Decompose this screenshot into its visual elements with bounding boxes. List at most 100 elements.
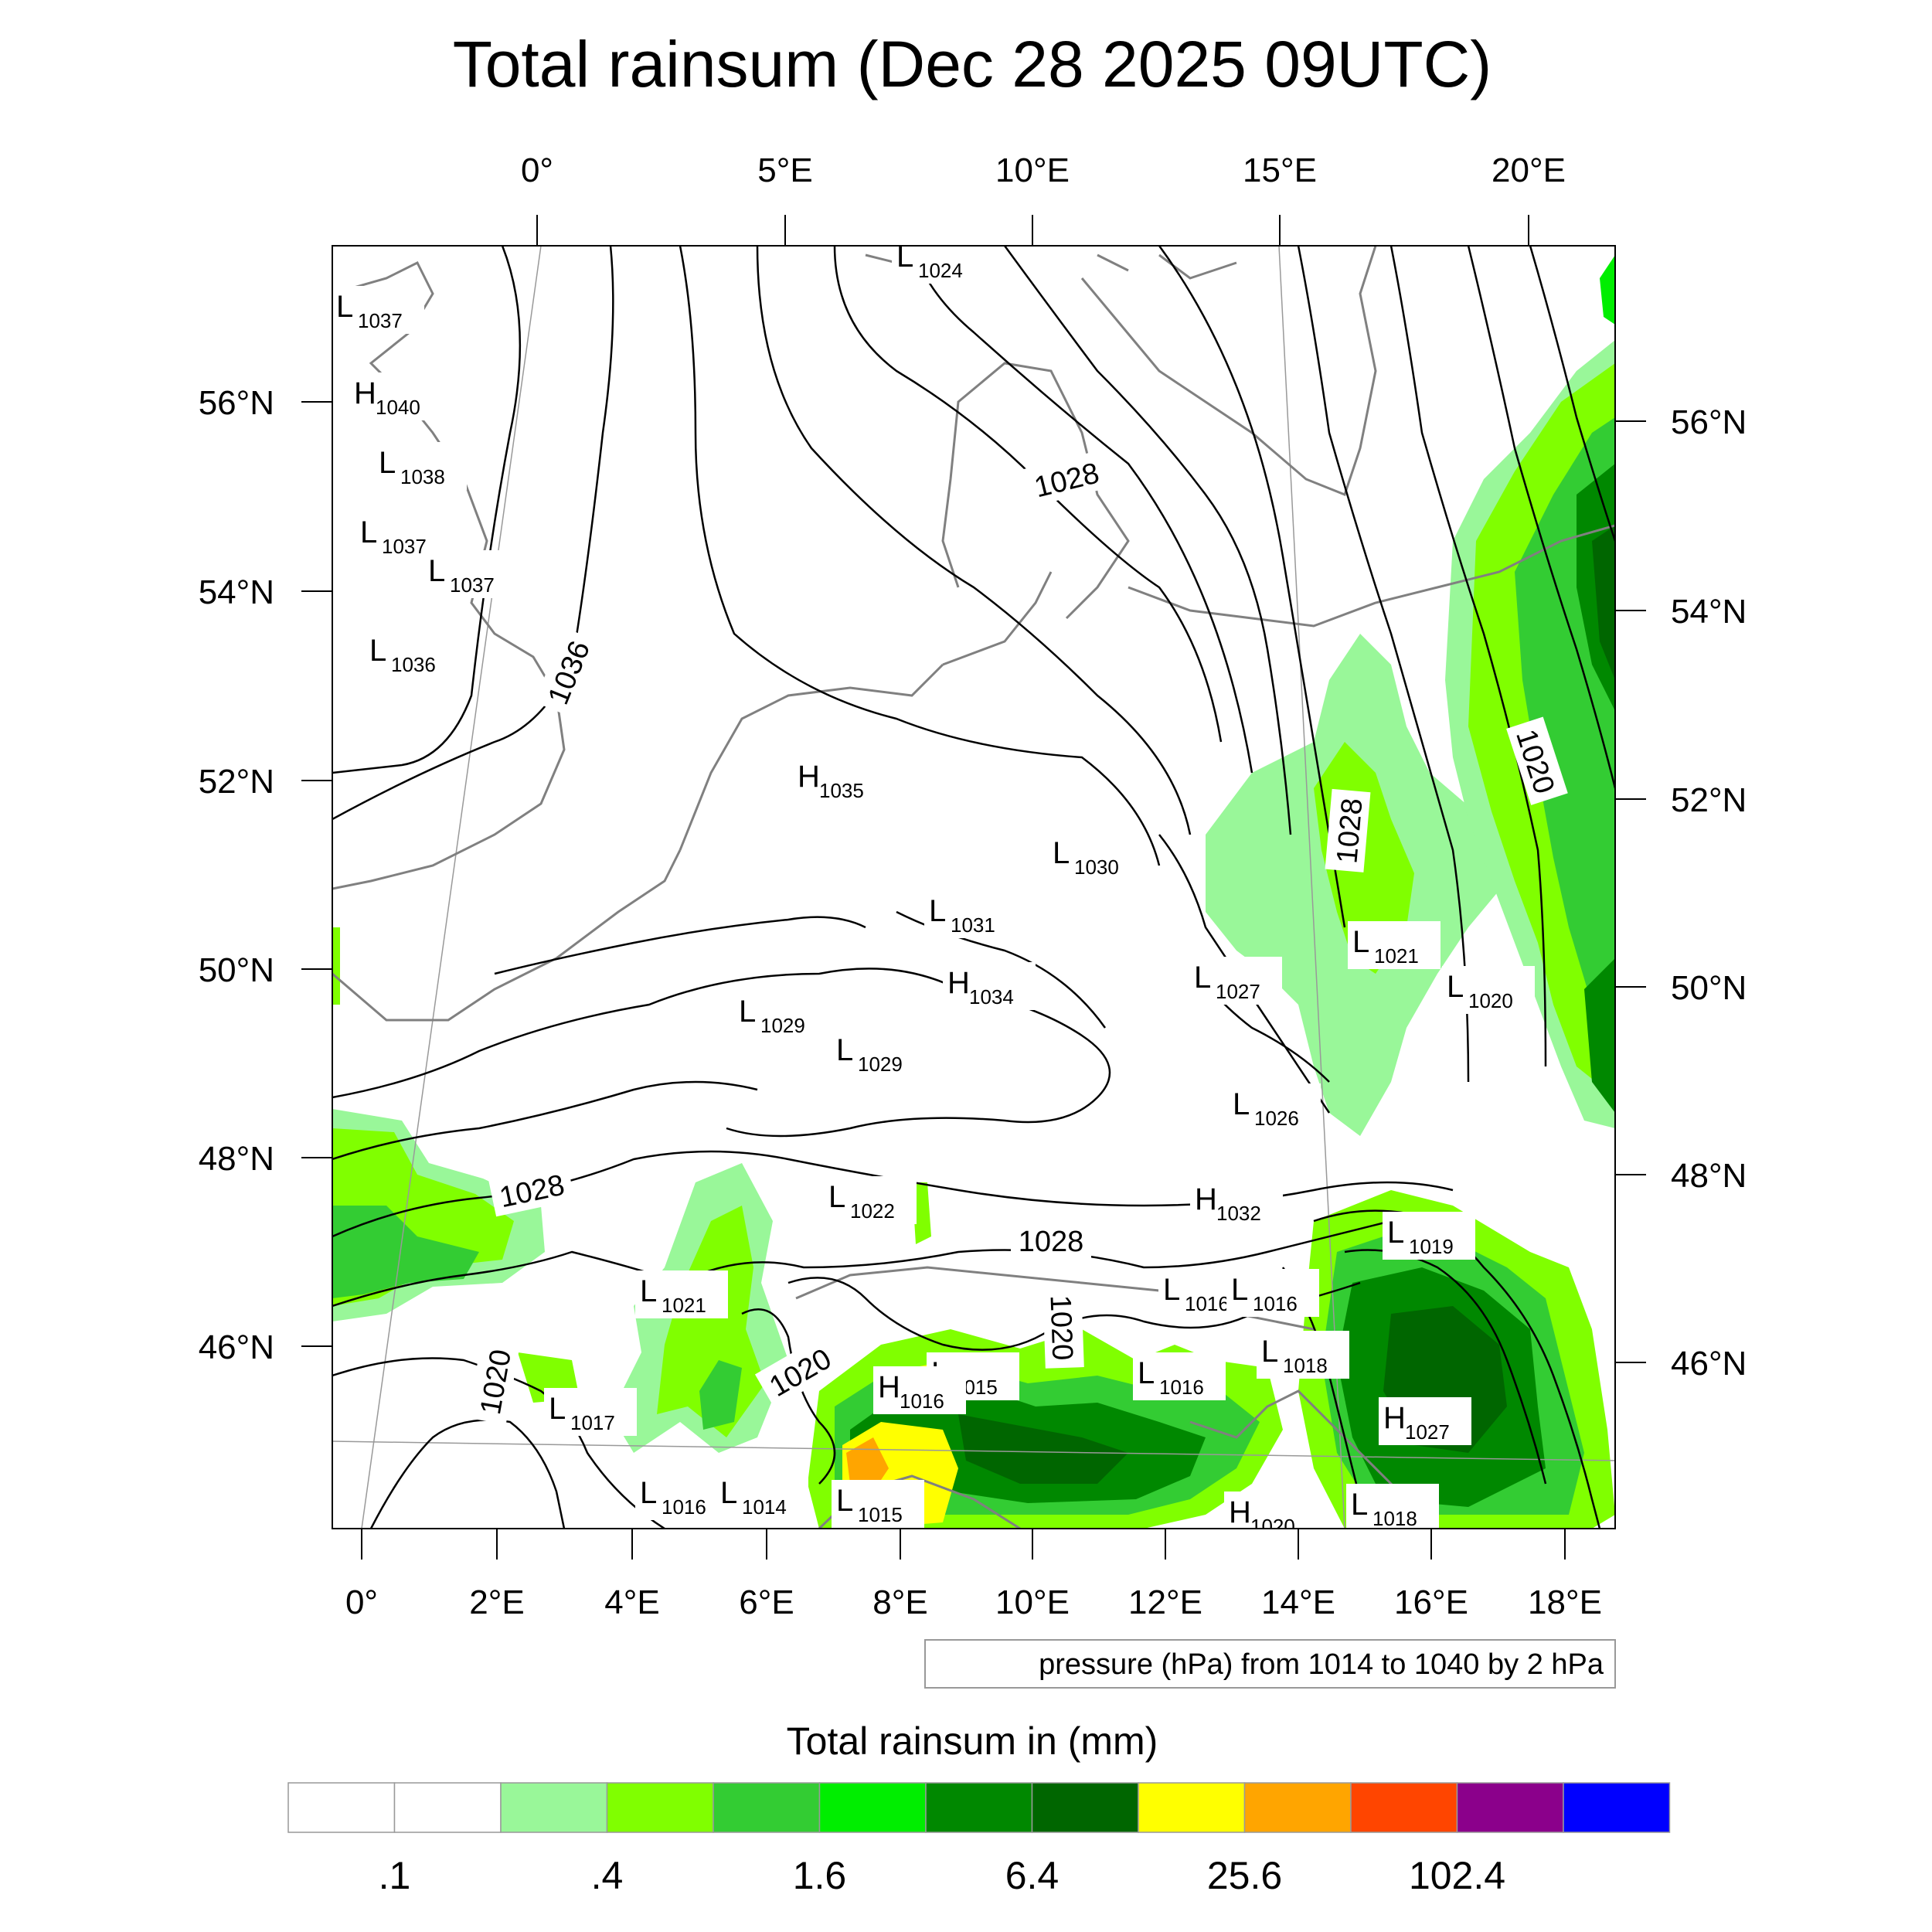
pressure-center-letter: L <box>896 240 913 274</box>
pressure-center: L 1029 <box>832 1029 924 1077</box>
pressure-center-letter: L <box>428 554 445 588</box>
bottom-lon-label: 8°E <box>872 1583 927 1621</box>
coast-germany-north <box>942 571 1053 666</box>
pressure-center-letter: H <box>354 376 376 410</box>
pressure-center-letter: L <box>640 1476 657 1510</box>
pressure-center-value: 1026 <box>1254 1107 1299 1130</box>
coast-sweden <box>1080 246 1377 496</box>
pressure-center-bg <box>1442 966 1535 1014</box>
pressure-center-bg <box>892 246 985 284</box>
pressure-center: L 1016 <box>1133 1352 1226 1400</box>
colorbar-cell <box>925 1782 1033 1833</box>
pressure-center-bg <box>1379 1397 1471 1445</box>
pressure-center-value: 1016 <box>1159 1376 1204 1399</box>
top-lon-label: 15°E <box>1243 151 1317 189</box>
top-lon-label: 0° <box>521 151 553 189</box>
pressure-center-value: 1030 <box>1074 855 1119 879</box>
pressure-center-value: 1037 <box>450 573 495 597</box>
top-lon-label: 20°E <box>1492 151 1566 189</box>
bottom-lon-label: 12°E <box>1128 1583 1202 1621</box>
pressure-center-bg <box>824 1176 917 1224</box>
bottom-lon-label: 18°E <box>1528 1583 1602 1621</box>
pressure-center-bg <box>1346 1484 1439 1529</box>
rain-area-jura <box>912 1182 931 1244</box>
pressure-center-value: 1027 <box>1216 980 1260 1003</box>
pressure-center-value: 1036 <box>391 653 436 676</box>
colorbar-labels: .1 .4 1.6 6.4 25.6 102.4 <box>379 1854 1505 1897</box>
pressure-center-letter: L <box>1447 970 1464 1004</box>
pressure-center-letter: L <box>836 1484 853 1518</box>
pressure-center: H 1034 <box>943 962 1036 1010</box>
isobar <box>1389 246 1547 1067</box>
colorbar-title: Total rainsum in (mm) <box>787 1719 1158 1763</box>
isobar-label: 1028 <box>1011 1220 1091 1259</box>
pressure-center: L 1030 <box>1048 832 1141 880</box>
colorbar-cell <box>818 1782 927 1833</box>
left-lat-label: 50°N <box>199 951 274 989</box>
pressure-center: L 1019 <box>1383 1212 1475 1260</box>
pressure-center-bg <box>1228 1083 1321 1131</box>
colorbar-tick-label: .1 <box>379 1854 411 1897</box>
isobar-label-text: 1020 <box>1044 1294 1079 1361</box>
isobar <box>332 1357 665 1529</box>
pressure-center-value: 1037 <box>382 535 427 558</box>
pressure-center-letter: L <box>640 1274 657 1308</box>
pressure-center: L 1017 <box>544 1388 637 1436</box>
isobar-label-text: 1028 <box>1019 1226 1084 1258</box>
pressure-center-bg <box>635 1270 728 1318</box>
pressure-center-letter: L <box>1231 1273 1248 1307</box>
isobar <box>369 1419 566 1529</box>
colorbar-cell <box>1138 1782 1246 1833</box>
pressure-center-value: 1037 <box>358 309 403 332</box>
isobar <box>679 246 1161 866</box>
pressure-center-bg <box>1133 1352 1226 1400</box>
pressure-center-letter: L <box>336 290 353 324</box>
colorbar-cell <box>1243 1782 1352 1833</box>
isobar <box>1158 246 1346 928</box>
pressure-center: L 1016 <box>635 1472 728 1520</box>
isobar <box>332 1219 1392 1308</box>
pressure-center-value: 1015 <box>858 1503 903 1526</box>
map-title: Total rainsum (Dec 28 2025 09UTC) <box>453 28 1492 100</box>
colorbar-tick-label: .4 <box>591 1854 624 1897</box>
isobar <box>1529 246 1615 542</box>
bottom-lon-label: 14°E <box>1261 1583 1335 1621</box>
colorbar-tick-label: 102.4 <box>1409 1854 1505 1897</box>
pressure-center-bg <box>332 286 424 334</box>
top-lon-axis: 0° 5°E 10°E 15°E 20°E <box>521 151 1566 246</box>
rain-area-east-core-dark <box>1592 526 1615 680</box>
top-lon-label: 5°E <box>757 151 812 189</box>
pressure-center-value: 1016 <box>662 1495 706 1519</box>
isobar <box>1003 246 1292 835</box>
pressure-center-value: 1022 <box>850 1199 895 1223</box>
pressure-center-bg <box>1226 1269 1319 1317</box>
pressure-center-letter: L <box>739 995 756 1029</box>
pressure-center-value: 1019 <box>1409 1235 1454 1258</box>
contour-info-frame <box>924 1639 1616 1689</box>
pressure-center-bg <box>374 442 467 490</box>
right-lat-label: 56°N <box>1671 403 1747 441</box>
pressure-center-letter: L <box>1138 1356 1155 1390</box>
right-lat-label: 46°N <box>1671 1345 1747 1383</box>
pressure-center-bg <box>832 1480 924 1528</box>
pressure-center: H 1040 <box>349 372 442 420</box>
pressure-center-value: 1018 <box>1372 1507 1417 1530</box>
pressure-center: L 1021 <box>1348 921 1440 969</box>
pressure-center-value: 1038 <box>400 465 445 488</box>
pressure-center: L 1020 <box>1442 966 1535 1014</box>
pressure-center-value: 1031 <box>951 913 995 937</box>
map-frame <box>332 245 1616 1529</box>
colorbar-cells <box>287 1782 1671 1833</box>
pressure-center: L 1038 <box>374 442 467 490</box>
isobar <box>756 246 1192 835</box>
left-lat-label: 46°N <box>199 1328 274 1366</box>
pressure-center-letter: H <box>1195 1182 1217 1216</box>
coast-france-north <box>332 849 682 1022</box>
pressure-center-bg <box>734 991 827 1039</box>
pressure-center-value: 1021 <box>662 1294 706 1317</box>
pressure-center-letter: L <box>369 634 386 668</box>
isobar <box>332 1080 758 1161</box>
pressure-center-letter: L <box>1352 925 1369 959</box>
